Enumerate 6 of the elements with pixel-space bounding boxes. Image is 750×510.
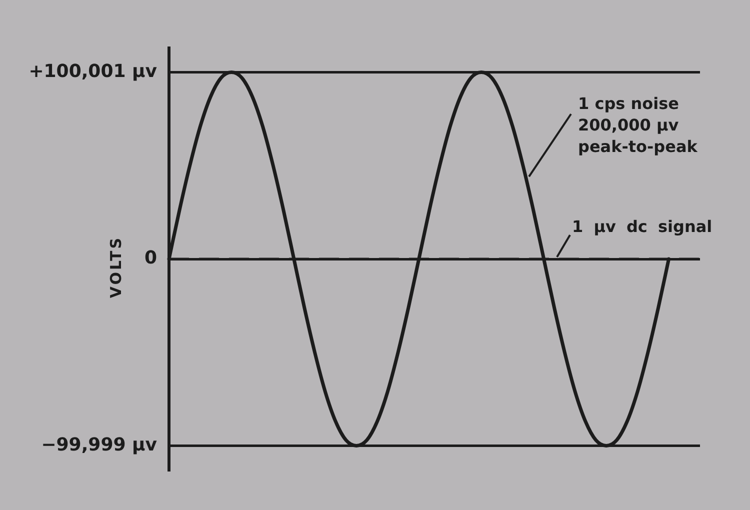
- y-axis-title: VOLTS: [106, 236, 125, 298]
- y-tick-label: +100,001 µv: [28, 60, 158, 82]
- ref-line-label: 1 µv dc signal: [572, 217, 712, 236]
- annotation: 1 cps noise 200,000 µv peak-to-peak: [578, 94, 698, 156]
- y-tick-label: −99,999 µv: [41, 434, 158, 456]
- y-tick-label: 0: [144, 248, 157, 269]
